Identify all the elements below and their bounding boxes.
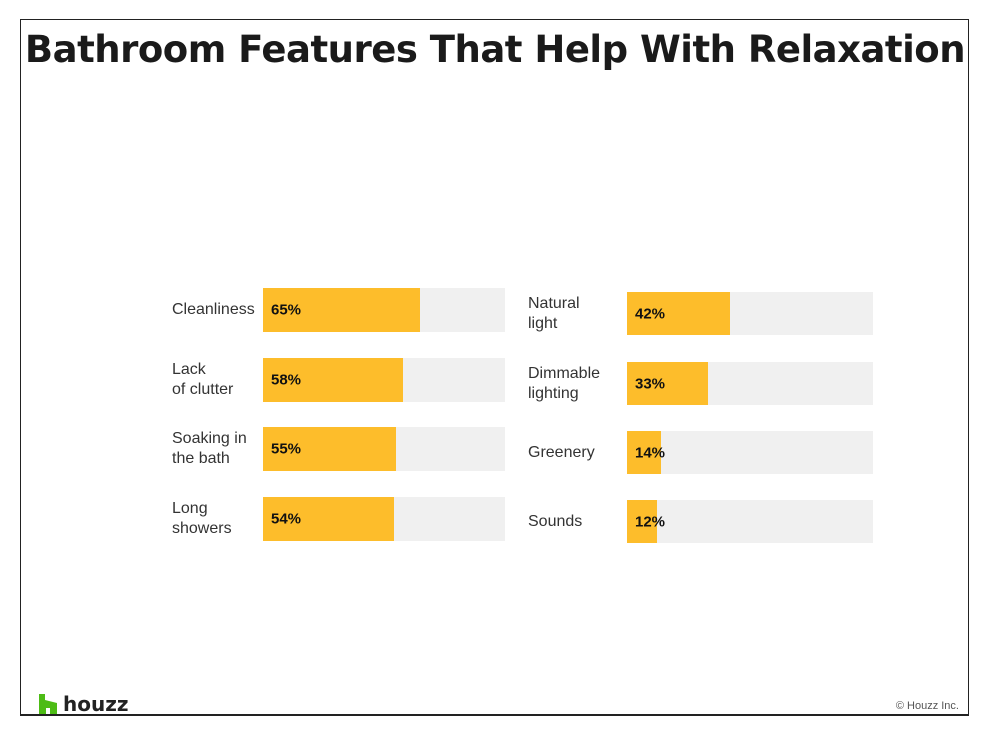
copyright: © Houzz Inc.: [895, 700, 959, 712]
bar-track: 14%: [627, 431, 873, 474]
brand-name: houzz: [63, 692, 129, 716]
bar: [263, 497, 394, 541]
data-label: 14%: [635, 444, 666, 461]
bar-track: 12%: [627, 500, 873, 543]
bar-track: 33%: [627, 362, 873, 405]
chart-frame: [20, 19, 969, 716]
bar-track: 55%: [263, 427, 505, 471]
data-label: 65%: [271, 301, 302, 319]
category-label: Greenery: [528, 443, 595, 461]
bar-track: 54%: [263, 497, 505, 541]
bar: [627, 362, 709, 405]
bar-track: 58%: [263, 358, 505, 402]
data-label: 58%: [271, 371, 302, 389]
bar-track: 65%: [263, 288, 505, 332]
chart-title: Bathroom Features That Help With Relaxat…: [24, 28, 966, 71]
data-label: 42%: [635, 305, 666, 322]
bar: [263, 427, 397, 471]
bar: [263, 288, 421, 332]
category-label: Lack of clutter: [172, 361, 234, 398]
data-label: 12%: [635, 513, 666, 530]
data-label: 54%: [271, 510, 302, 528]
bar: [627, 431, 662, 474]
category-label: Long showers: [172, 500, 232, 537]
category-label: Dimmable lighting: [528, 364, 601, 402]
category-label: Natural light: [528, 294, 580, 332]
houzz-logo: houzz: [39, 694, 129, 714]
category-label: Soaking in the bath: [172, 430, 247, 467]
bar: [627, 292, 731, 335]
bar: [263, 358, 404, 402]
category-label: Sounds: [528, 512, 583, 530]
bar-track: 42%: [627, 292, 873, 335]
data-label: 33%: [635, 375, 666, 392]
category-label: Cleanliness: [172, 301, 255, 318]
bar: [627, 500, 657, 543]
houzz-house-icon: [39, 694, 57, 714]
data-label: 55%: [271, 440, 302, 458]
